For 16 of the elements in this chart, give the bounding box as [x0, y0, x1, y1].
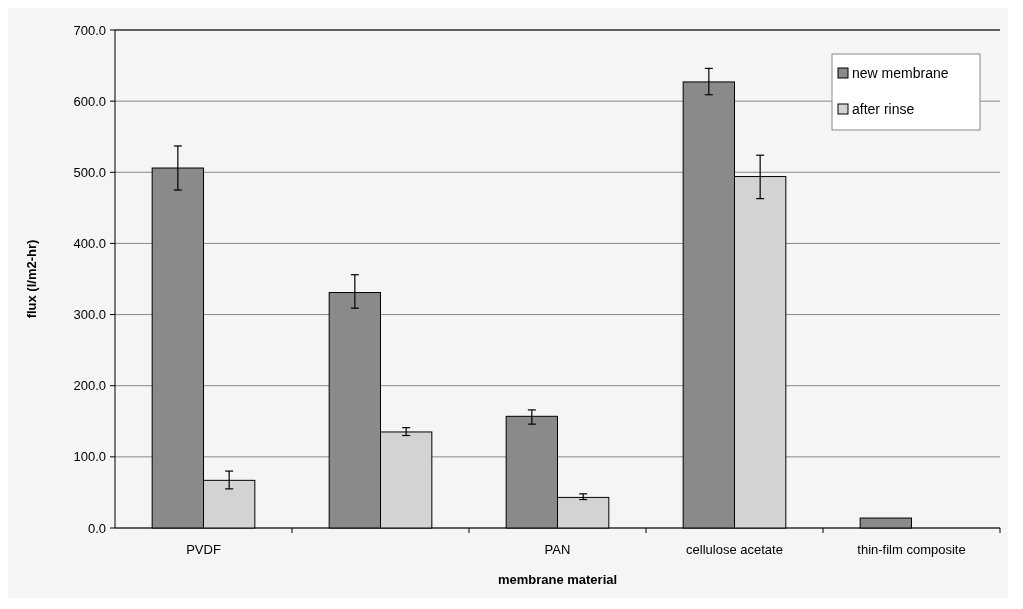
- x-axis-title: membrane material: [497, 572, 618, 587]
- y-tick-label: 200.0: [73, 378, 106, 394]
- x-tick-label: thin-film composite: [857, 542, 966, 557]
- legend-label: after rinse: [852, 100, 915, 117]
- x-tick-label: PVDF: [186, 542, 221, 557]
- y-axis-title: flux (l/m2-hr): [24, 239, 39, 319]
- x-tick-label: PAN: [544, 542, 571, 557]
- legend-label: new membrane: [852, 64, 949, 81]
- y-tick-label: 100.0: [73, 449, 106, 465]
- y-tick-label: 600.0: [73, 93, 106, 109]
- x-tick-label: cellulose acetate: [686, 542, 783, 557]
- y-tick-label: 300.0: [73, 307, 106, 323]
- y-tick-label: 400.0: [73, 235, 106, 251]
- y-tick-label: 500.0: [73, 164, 106, 180]
- y-tick-label: 0.0: [87, 520, 106, 536]
- y-tick-label: 700.0: [73, 22, 106, 38]
